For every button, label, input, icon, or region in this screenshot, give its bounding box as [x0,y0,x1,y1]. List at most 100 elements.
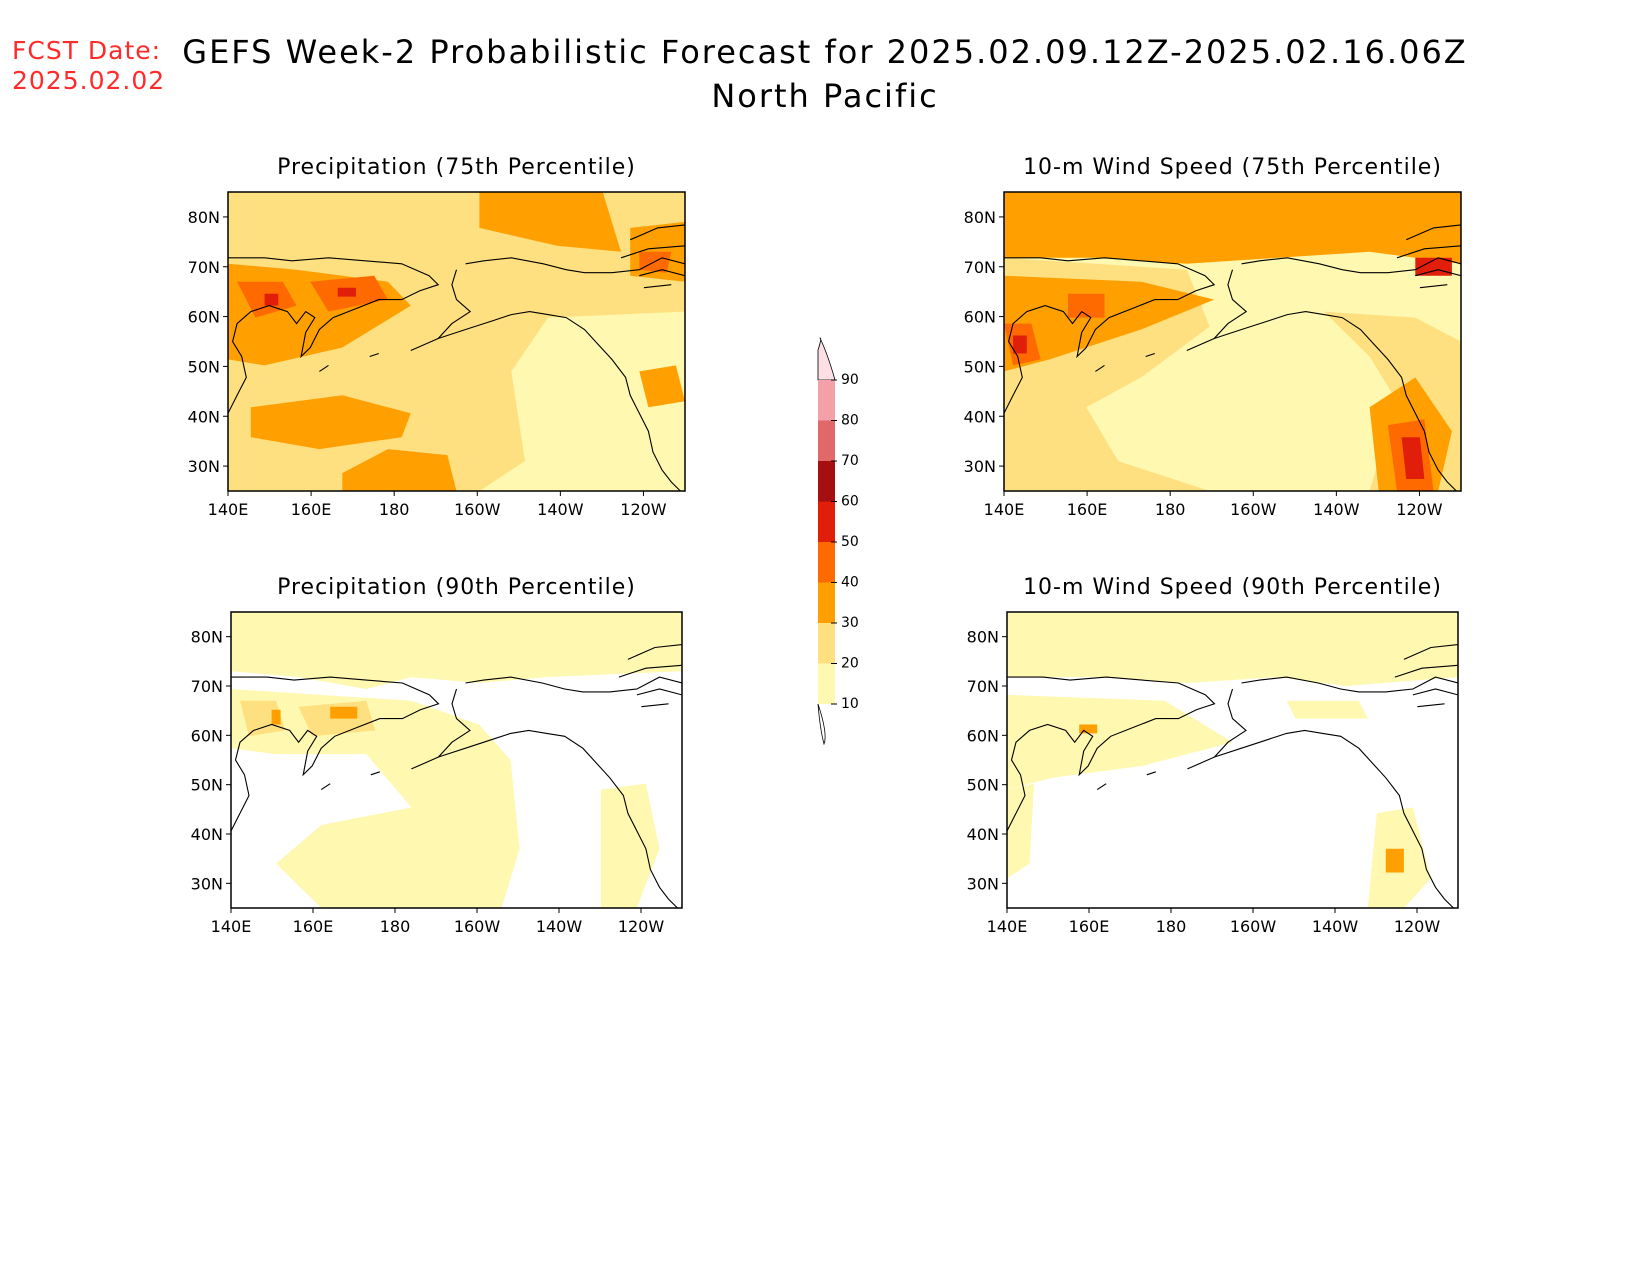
lon-label: 140E [987,917,1028,936]
lat-label: 80N [967,628,999,647]
lon-label: 140W [536,917,583,936]
coastlines [228,224,685,491]
coastline [1212,269,1457,491]
lat-label: 30N [967,874,999,893]
colorbar-label: 40 [841,575,859,591]
lat-label: 60N [967,726,999,745]
coastline [620,224,685,289]
lon-label: 180 [379,500,410,519]
panel-frame [1003,191,1462,492]
coastline [319,337,439,372]
lat-label: 50N [964,357,996,376]
coastline [1096,756,1215,791]
map-panel-1: Precipitation (75th Percentile) 80N 70N 60N… [188,155,686,519]
fcst-date-label: FCST Date: [12,36,162,65]
shade-region [1004,192,1461,264]
lat-label: 30N [191,874,223,893]
lon-label: 180 [380,917,411,936]
coastline [436,688,678,908]
colorbar-top-arrow [817,337,836,381]
lon-label: 160W [454,500,501,519]
lon-label: 140E [211,917,252,936]
figure-title-line1: GEFS Week-2 Probabilistic Forecast for 2… [182,33,1468,71]
lat-label: 80N [191,628,223,647]
lat-label: 60N [188,308,220,327]
panel-frame [227,191,686,492]
shade-region [479,192,621,252]
coastline [436,269,681,491]
fcst-date-value: 2025.02.02 [12,66,166,95]
lon-label: 120W [618,917,665,936]
shade-region [240,700,286,737]
coastline [1007,676,1216,832]
lat-label: 40N [967,825,999,844]
colorbar-swatch [818,582,835,623]
figure-title: GEFS Week-2 Probabilistic Forecast for 2… [0,30,1650,118]
lon-label: 180 [1156,917,1187,936]
shade-region [1013,335,1027,354]
coastline [465,676,682,693]
coastline [1396,224,1461,289]
colorbar-swatch [818,501,835,542]
lon-label: 120W [1396,500,1443,519]
panel-frame [230,611,683,909]
shade-region [1401,437,1425,479]
colorbar-label: 90 [841,372,859,388]
lon-label: 140W [1312,917,1359,936]
probability-shading [231,612,682,908]
colorbar-label: 50 [841,534,859,550]
shade-region [337,287,356,297]
colorbar-swatch [818,663,835,704]
lat-label: 40N [964,407,996,426]
lon-label: 160W [1230,917,1277,936]
lat-label: 40N [191,825,223,844]
figure-title-region: North Pacific [711,77,939,115]
coastline [1212,688,1454,908]
lon-label: 180 [1155,500,1186,519]
coastline [1241,676,1458,693]
coastline [320,756,439,791]
lon-label: 160E [1069,917,1110,936]
lat-label: 30N [964,457,996,476]
lon-label: 120W [1394,917,1441,936]
shade-region [231,689,520,908]
map-panel-3: Precipitation (90th Percentile) 80N 70N 60N… [191,575,683,936]
lon-label: 140E [208,500,249,519]
colorbar-label: 20 [841,656,859,672]
probability-shading [1004,192,1461,491]
colorbar-label: 80 [841,413,859,429]
lon-label: 140E [984,500,1025,519]
coastline [1095,337,1215,372]
shade-region [231,612,682,689]
colorbar-label: 60 [841,494,859,510]
shade-region [600,783,660,908]
coastline [231,676,440,832]
lon-label: 160W [454,917,501,936]
map-panel-4: 10-m Wind Speed (90th Percentile) 80N 70N 6… [967,575,1459,936]
lat-label: 70N [964,258,996,277]
coastline [1004,257,1216,414]
shade-region [1286,700,1368,719]
panel-title: 10-m Wind Speed (90th Percentile) [1023,575,1442,600]
lon-label: 140W [1313,500,1360,519]
lon-label: 160E [291,500,332,519]
shade-region [639,251,672,273]
lat-label: 80N [188,208,220,227]
colorbar-swatch [818,380,835,421]
panel-title: 10-m Wind Speed (75th Percentile) [1023,155,1442,180]
coastlines [1007,644,1458,908]
panel-frame [1006,611,1459,909]
lat-label: 50N [967,776,999,795]
shade-region [639,365,685,408]
fcst-date-block: FCST Date: 2025.02.02 [12,36,165,96]
lat-label: 40N [188,407,220,426]
colorbar-label: 10 [841,696,859,712]
panel-title: Precipitation (75th Percentile) [277,155,636,180]
coastline [228,257,440,414]
coastline [1394,644,1458,708]
colorbar-bottom-arrow [817,703,826,746]
shade-region [330,706,358,719]
lon-label: 160E [293,917,334,936]
lat-label: 30N [188,457,220,476]
